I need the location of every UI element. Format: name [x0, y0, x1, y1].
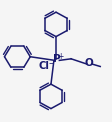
- Text: P: P: [53, 54, 61, 64]
- Text: Cl⁻: Cl⁻: [38, 61, 55, 71]
- Text: O: O: [85, 58, 93, 68]
- Text: +: +: [58, 52, 64, 61]
